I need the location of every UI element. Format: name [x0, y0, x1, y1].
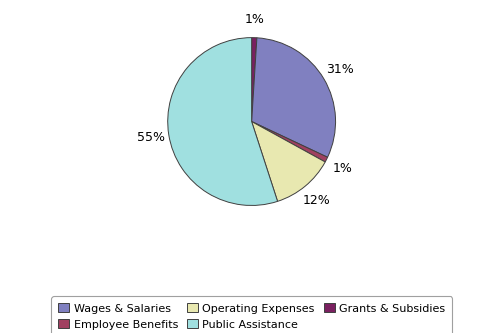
Legend: Wages & Salaries, Employee Benefits, Operating Expenses, Public Assistance, Gran: Wages & Salaries, Employee Benefits, Ope… — [52, 296, 452, 333]
Wedge shape — [251, 38, 257, 122]
Text: 12%: 12% — [303, 194, 331, 207]
Text: 1%: 1% — [245, 13, 265, 26]
Text: 1%: 1% — [333, 162, 353, 174]
Text: 31%: 31% — [326, 63, 354, 76]
Text: 55%: 55% — [136, 131, 164, 144]
Wedge shape — [251, 122, 325, 201]
Wedge shape — [251, 38, 335, 157]
Wedge shape — [251, 122, 327, 162]
Wedge shape — [168, 38, 277, 205]
